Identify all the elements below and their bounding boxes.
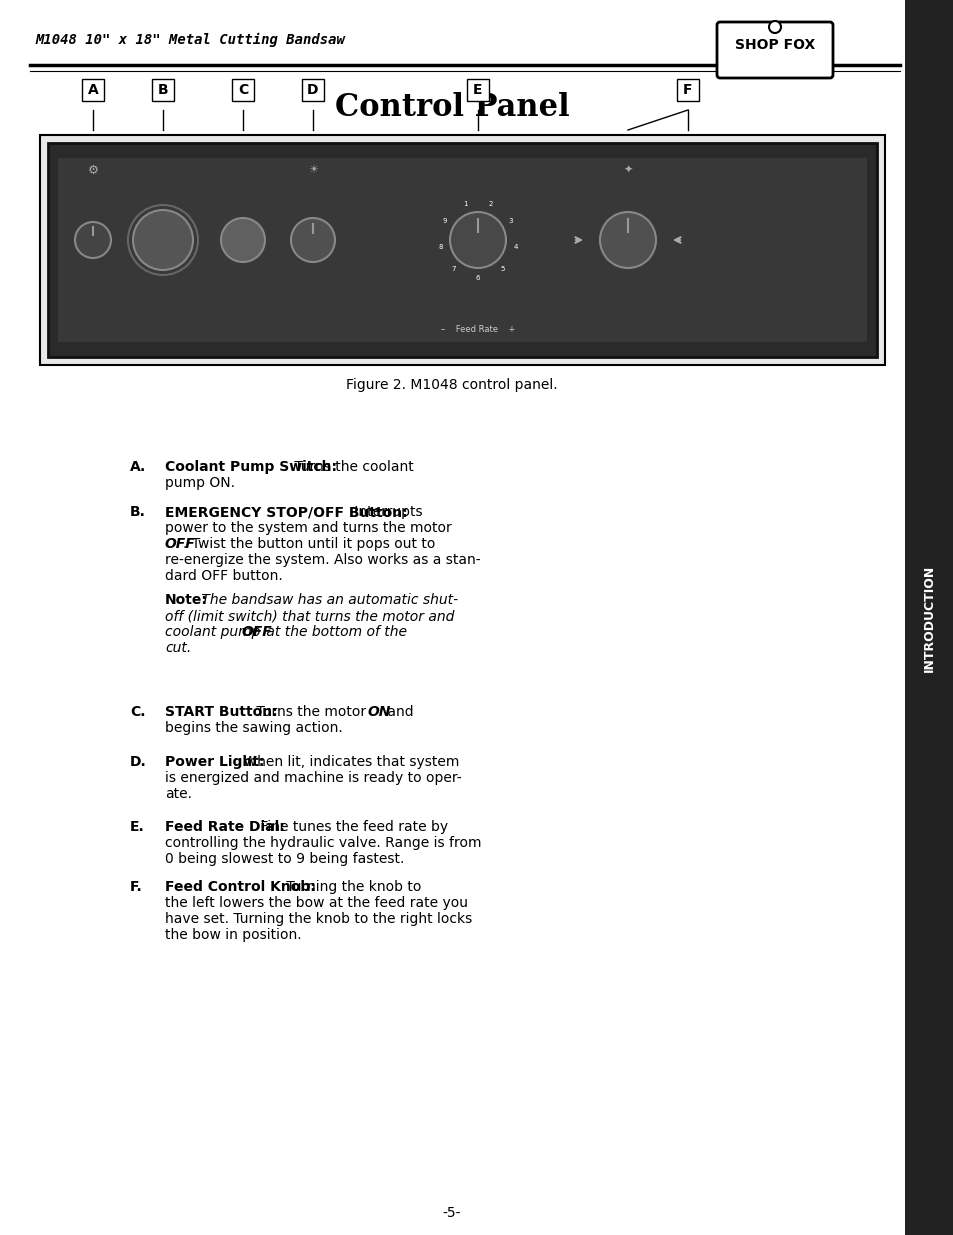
Text: When lit, indicates that system: When lit, indicates that system	[239, 755, 459, 769]
Text: -5-: -5-	[442, 1207, 460, 1220]
Text: the bow in position.: the bow in position.	[165, 927, 301, 942]
Text: power to the system and turns the motor: power to the system and turns the motor	[165, 521, 452, 535]
Text: 5: 5	[499, 266, 504, 272]
Text: Turns the coolant: Turns the coolant	[290, 459, 414, 474]
Text: ⚙: ⚙	[88, 163, 98, 177]
Circle shape	[768, 21, 781, 33]
Text: F.: F.	[130, 881, 143, 894]
Text: 6: 6	[476, 275, 479, 282]
FancyBboxPatch shape	[677, 79, 699, 101]
Bar	[48, 143, 876, 357]
Text: at the bottom of the: at the bottom of the	[262, 625, 407, 638]
Text: Feed Rate Dial:: Feed Rate Dial:	[165, 820, 284, 834]
Text: SHOP FOX: SHOP FOX	[734, 38, 814, 52]
Text: Power Light:: Power Light:	[165, 755, 264, 769]
Circle shape	[450, 212, 505, 268]
Text: ☀: ☀	[308, 165, 317, 175]
Text: 7: 7	[451, 266, 456, 272]
Text: the left lowers the bow at the feed rate you: the left lowers the bow at the feed rate…	[165, 897, 468, 910]
Text: E.: E.	[130, 820, 145, 834]
Text: The bandsaw has an automatic shut-: The bandsaw has an automatic shut-	[196, 593, 457, 606]
Bar	[904, 0, 953, 1235]
Text: D: D	[307, 83, 318, 98]
Text: C.: C.	[130, 705, 146, 719]
Text: 9: 9	[442, 219, 447, 224]
Text: 2: 2	[488, 201, 493, 207]
Text: Feed Control Knob:: Feed Control Knob:	[165, 881, 315, 894]
FancyBboxPatch shape	[467, 79, 489, 101]
Text: OFF: OFF	[242, 625, 273, 638]
Text: Fine tunes the feed rate by: Fine tunes the feed rate by	[255, 820, 448, 834]
Text: coolant pump: coolant pump	[165, 625, 265, 638]
Text: Control Panel: Control Panel	[335, 91, 569, 122]
Text: A: A	[88, 83, 98, 98]
Text: C: C	[237, 83, 248, 98]
Text: D.: D.	[130, 755, 147, 769]
Text: Turning the knob to: Turning the knob to	[282, 881, 421, 894]
Text: M1048 10" x 18" Metal Cutting Bandsaw: M1048 10" x 18" Metal Cutting Bandsaw	[35, 33, 345, 47]
FancyBboxPatch shape	[82, 79, 104, 101]
Text: 3: 3	[508, 219, 513, 224]
Text: Turns the motor: Turns the motor	[252, 705, 370, 719]
Text: B: B	[157, 83, 168, 98]
Text: have set. Turning the knob to the right locks: have set. Turning the knob to the right …	[165, 911, 472, 926]
Text: Figure 2. M1048 control panel.: Figure 2. M1048 control panel.	[346, 378, 558, 391]
Text: EMERGENCY STOP/OFF Button:: EMERGENCY STOP/OFF Button:	[165, 505, 407, 519]
Text: ✦: ✦	[622, 165, 632, 175]
Text: A.: A.	[130, 459, 146, 474]
Circle shape	[599, 212, 656, 268]
Circle shape	[291, 219, 335, 262]
Text: off (limit switch) that turns the motor and: off (limit switch) that turns the motor …	[165, 609, 454, 622]
Text: –    Feed Rate    +: – Feed Rate +	[440, 325, 515, 333]
Text: 8: 8	[437, 243, 442, 249]
Text: OFF: OFF	[165, 537, 195, 551]
FancyBboxPatch shape	[152, 79, 173, 101]
FancyBboxPatch shape	[717, 22, 832, 78]
Text: E: E	[473, 83, 482, 98]
Text: F: F	[682, 83, 692, 98]
Text: dard OFF button.: dard OFF button.	[165, 569, 282, 583]
Text: Note:: Note:	[165, 593, 208, 606]
Text: . Twist the button until it pops out to: . Twist the button until it pops out to	[183, 537, 435, 551]
Text: cut.: cut.	[165, 641, 191, 655]
Bar	[58, 158, 866, 342]
Text: ate.: ate.	[165, 787, 192, 802]
Text: INTRODUCTION: INTRODUCTION	[923, 564, 935, 672]
Text: and: and	[382, 705, 414, 719]
Text: 0 being slowest to 9 being fastest.: 0 being slowest to 9 being fastest.	[165, 852, 404, 866]
Bar	[40, 135, 884, 366]
Text: START Button:: START Button:	[165, 705, 277, 719]
Text: 1: 1	[462, 201, 467, 207]
FancyBboxPatch shape	[302, 79, 324, 101]
Text: Coolant Pump Switch:: Coolant Pump Switch:	[165, 459, 336, 474]
Text: begins the sawing action.: begins the sawing action.	[165, 721, 342, 735]
Circle shape	[75, 222, 111, 258]
Circle shape	[132, 210, 193, 270]
Circle shape	[221, 219, 265, 262]
FancyBboxPatch shape	[232, 79, 253, 101]
Text: controlling the hydraulic valve. Range is from: controlling the hydraulic valve. Range i…	[165, 836, 481, 850]
Text: B.: B.	[130, 505, 146, 519]
Text: is energized and machine is ready to oper-: is energized and machine is ready to ope…	[165, 771, 461, 785]
Text: Interrupts: Interrupts	[350, 505, 422, 519]
Text: re-energize the system. Also works as a stan-: re-energize the system. Also works as a …	[165, 553, 480, 567]
Text: ON: ON	[368, 705, 391, 719]
Text: pump ON.: pump ON.	[165, 475, 234, 490]
Text: 4: 4	[513, 243, 517, 249]
